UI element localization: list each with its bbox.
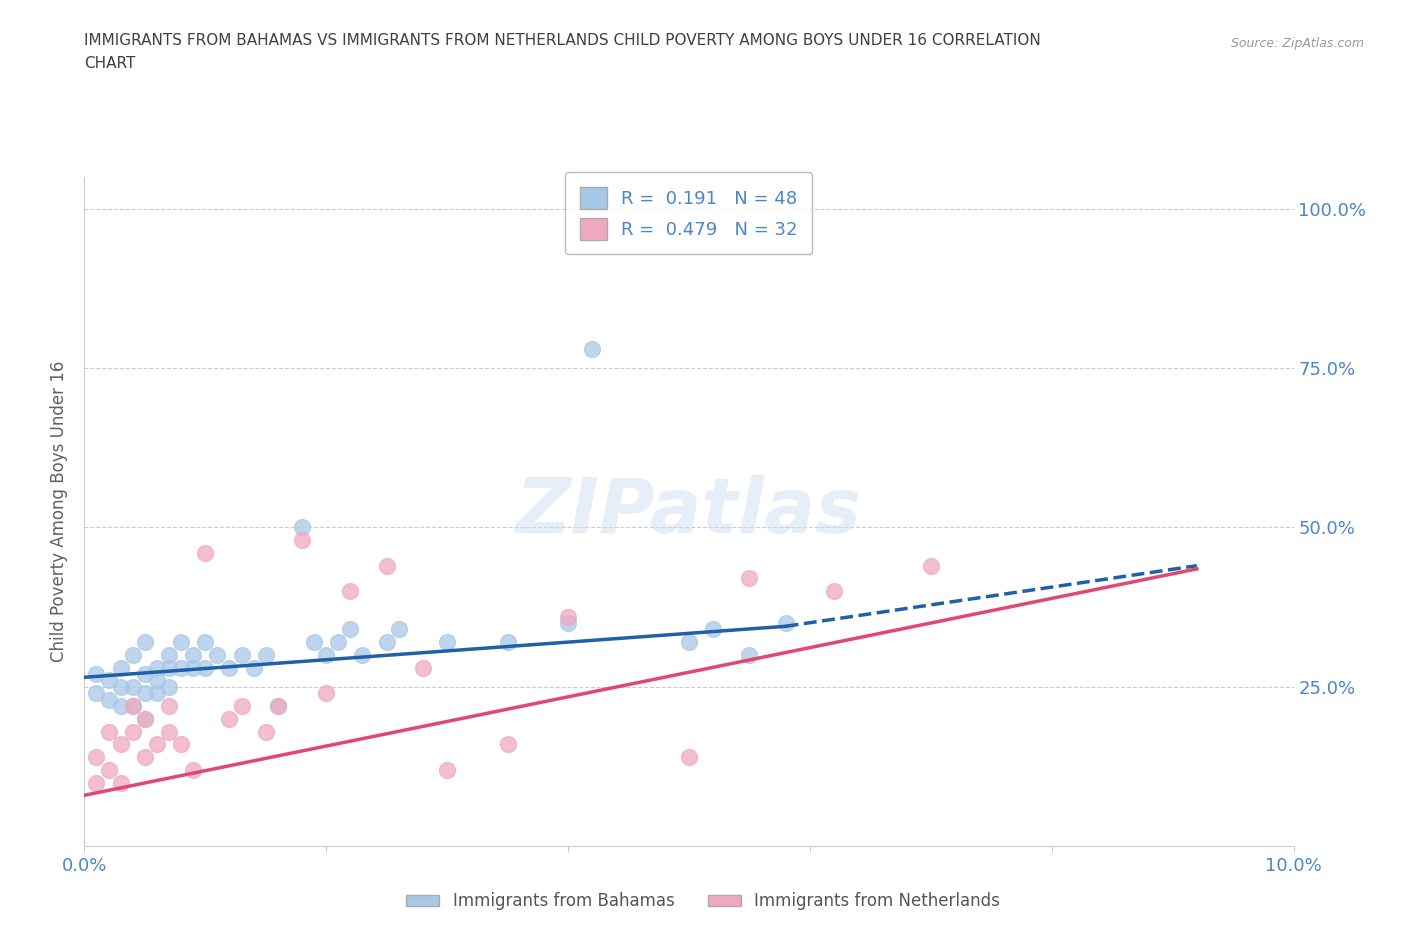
Point bbox=[496, 737, 519, 751]
Point bbox=[375, 635, 398, 650]
Point bbox=[267, 698, 290, 713]
Point bbox=[181, 763, 204, 777]
Point bbox=[254, 724, 277, 739]
Point bbox=[121, 698, 143, 713]
Point bbox=[315, 685, 337, 700]
Point bbox=[146, 685, 169, 700]
Point bbox=[121, 698, 143, 713]
Point bbox=[146, 673, 169, 688]
Point bbox=[110, 737, 132, 751]
Point bbox=[97, 673, 120, 688]
Point bbox=[231, 647, 253, 662]
Point bbox=[157, 660, 180, 675]
Point bbox=[170, 660, 193, 675]
Point bbox=[134, 711, 156, 726]
Point bbox=[97, 724, 120, 739]
Point bbox=[134, 667, 156, 682]
Point bbox=[110, 660, 132, 675]
Point bbox=[194, 635, 217, 650]
Point bbox=[194, 660, 217, 675]
Point bbox=[86, 667, 108, 682]
Legend: Immigrants from Bahamas, Immigrants from Netherlands: Immigrants from Bahamas, Immigrants from… bbox=[399, 885, 1007, 917]
Point bbox=[242, 660, 264, 675]
Point bbox=[436, 763, 458, 777]
Point bbox=[775, 616, 797, 631]
Point bbox=[110, 680, 132, 695]
Text: Source: ZipAtlas.com: Source: ZipAtlas.com bbox=[1230, 37, 1364, 50]
Point bbox=[110, 775, 132, 790]
Point bbox=[302, 635, 325, 650]
Point bbox=[267, 698, 290, 713]
Point bbox=[436, 635, 458, 650]
Point bbox=[170, 635, 193, 650]
Point bbox=[352, 647, 374, 662]
Point bbox=[823, 584, 845, 599]
Point bbox=[86, 775, 108, 790]
Legend: R =  0.191   N = 48, R =  0.479   N = 32: R = 0.191 N = 48, R = 0.479 N = 32 bbox=[565, 172, 813, 254]
Point bbox=[496, 635, 519, 650]
Point bbox=[157, 698, 180, 713]
Point bbox=[157, 724, 180, 739]
Point bbox=[134, 750, 156, 764]
Point bbox=[121, 724, 143, 739]
Point bbox=[218, 711, 240, 726]
Point bbox=[181, 647, 204, 662]
Point bbox=[134, 711, 156, 726]
Point bbox=[170, 737, 193, 751]
Point bbox=[702, 622, 724, 637]
Point bbox=[920, 558, 942, 573]
Point bbox=[97, 692, 120, 707]
Text: IMMIGRANTS FROM BAHAMAS VS IMMIGRANTS FROM NETHERLANDS CHILD POVERTY AMONG BOYS : IMMIGRANTS FROM BAHAMAS VS IMMIGRANTS FR… bbox=[84, 33, 1040, 47]
Point bbox=[146, 737, 169, 751]
Text: CHART: CHART bbox=[84, 56, 136, 71]
Point bbox=[181, 660, 204, 675]
Point bbox=[157, 680, 180, 695]
Point bbox=[738, 647, 761, 662]
Point bbox=[315, 647, 337, 662]
Point bbox=[557, 609, 579, 624]
Point bbox=[412, 660, 434, 675]
Point bbox=[86, 750, 108, 764]
Point bbox=[388, 622, 411, 637]
Point bbox=[291, 520, 314, 535]
Point bbox=[146, 660, 169, 675]
Text: ZIPatlas: ZIPatlas bbox=[516, 474, 862, 549]
Point bbox=[375, 558, 398, 573]
Point bbox=[134, 635, 156, 650]
Point bbox=[339, 584, 361, 599]
Point bbox=[157, 647, 180, 662]
Point bbox=[231, 698, 253, 713]
Point bbox=[121, 680, 143, 695]
Point bbox=[218, 660, 240, 675]
Point bbox=[328, 635, 350, 650]
Point bbox=[110, 698, 132, 713]
Point bbox=[207, 647, 229, 662]
Point bbox=[194, 546, 217, 561]
Point bbox=[557, 616, 579, 631]
Point bbox=[678, 635, 700, 650]
Point bbox=[254, 647, 277, 662]
Point bbox=[339, 622, 361, 637]
Point bbox=[86, 685, 108, 700]
Point bbox=[291, 533, 314, 548]
Y-axis label: Child Poverty Among Boys Under 16: Child Poverty Among Boys Under 16 bbox=[51, 361, 69, 662]
Point bbox=[134, 685, 156, 700]
Point bbox=[738, 571, 761, 586]
Point bbox=[581, 341, 603, 356]
Point bbox=[97, 763, 120, 777]
Point bbox=[121, 647, 143, 662]
Point bbox=[678, 750, 700, 764]
